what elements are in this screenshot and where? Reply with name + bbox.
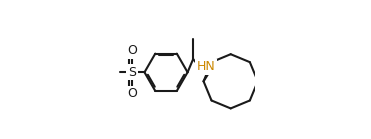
Text: O: O (127, 44, 137, 57)
Text: HN: HN (197, 60, 216, 73)
Text: S: S (128, 66, 136, 79)
Text: O: O (127, 87, 137, 100)
